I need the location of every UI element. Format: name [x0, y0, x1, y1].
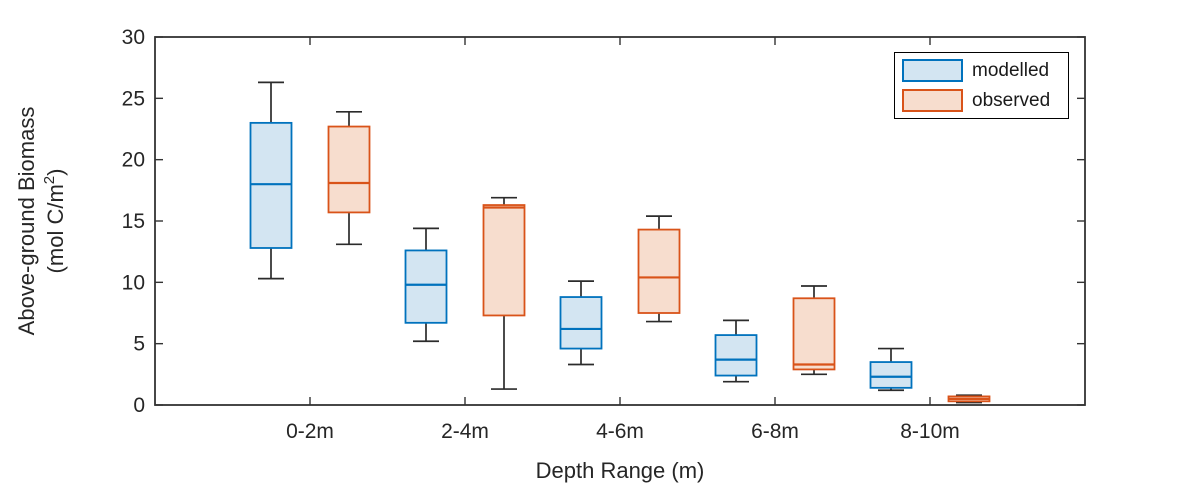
y-tick-label-20: 20 — [122, 149, 145, 172]
y-tick-label-25: 25 — [122, 87, 145, 110]
y-tick-label-5: 5 — [133, 333, 145, 356]
x-tick-label-0-2m: 0-2m — [286, 420, 334, 443]
x-tick-label-4-6m: 4-6m — [596, 420, 644, 443]
x-tick-label-6-8m: 6-8m — [751, 420, 799, 443]
y-axis-unit-suffix: ) — [43, 169, 68, 176]
x-axis-label: Depth Range (m) — [536, 458, 705, 483]
y-axis-unit-superscript: 2 — [41, 176, 58, 184]
legend-swatch-modelled — [902, 59, 963, 83]
legend-entry-modelled: modelled — [902, 59, 1068, 83]
box-modelled-8-10m — [869, 361, 913, 389]
legend-label-observed: observed — [972, 89, 1051, 111]
box-modelled-4-6m — [559, 296, 603, 350]
box-observed-6-8m — [792, 297, 836, 371]
y-tick-label-0: 0 — [133, 394, 145, 417]
x-tick-label-8-10m: 8-10m — [900, 420, 960, 443]
y-tick-label-30: 30 — [122, 26, 145, 49]
legend-swatch-observed — [902, 88, 963, 112]
box-observed-0-2m — [327, 125, 371, 214]
x-tick-label-2-4m: 2-4m — [441, 420, 489, 443]
box-observed-4-6m — [637, 228, 681, 314]
y-tick-label-10: 10 — [122, 271, 145, 294]
box-modelled-6-8m — [714, 334, 758, 377]
box-modelled-0-2m — [249, 121, 293, 249]
y-axis-unit-prefix: (mol C/m — [43, 184, 68, 273]
y-axis-label-line2: (mol C/m2) — [41, 169, 68, 274]
plot-marks: 0 5 10 15 20 25 30 0-2m 2-4m 4-6m 6-8m 8-10m — [122, 26, 1086, 443]
legend-label-modelled: modelled — [972, 60, 1050, 82]
legend: modelled observed — [894, 52, 1069, 119]
box-modelled-2-4m — [404, 249, 448, 324]
box-observed-2-4m — [482, 204, 526, 317]
y-axis-label-line1: Above-ground Biomass — [14, 107, 39, 336]
y-tick-label-15: 15 — [122, 210, 145, 233]
legend-entry-observed: observed — [902, 88, 1068, 112]
